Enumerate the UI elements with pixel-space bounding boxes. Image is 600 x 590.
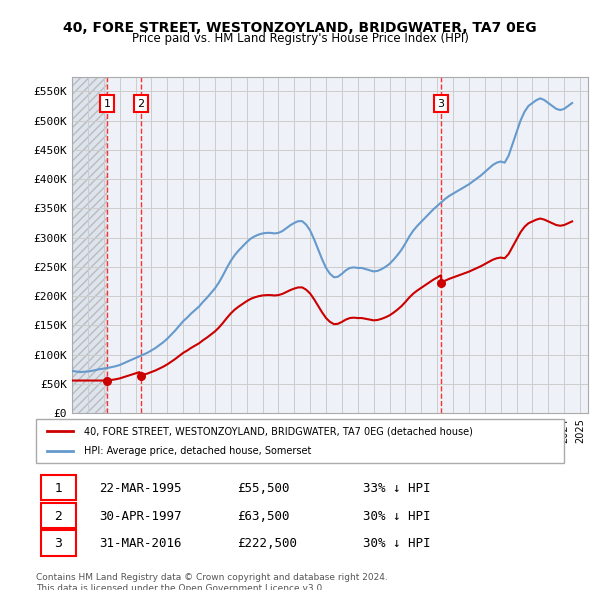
Bar bbox=[41, 503, 76, 528]
Text: 30% ↓ HPI: 30% ↓ HPI bbox=[364, 537, 431, 550]
Bar bbox=[41, 475, 76, 500]
Bar bbox=[41, 530, 76, 556]
Text: 30-APR-1997: 30-APR-1997 bbox=[100, 510, 182, 523]
Text: 1: 1 bbox=[104, 99, 111, 109]
Text: HPI: Average price, detached house, Somerset: HPI: Average price, detached house, Some… bbox=[83, 446, 311, 455]
Text: £222,500: £222,500 bbox=[236, 537, 296, 550]
Text: 2: 2 bbox=[137, 99, 145, 109]
Point bbox=[436, 278, 446, 287]
Text: 1: 1 bbox=[54, 482, 62, 495]
Text: 40, FORE STREET, WESTONZOYLAND, BRIDGWATER, TA7 0EG: 40, FORE STREET, WESTONZOYLAND, BRIDGWAT… bbox=[63, 21, 537, 35]
Text: £55,500: £55,500 bbox=[236, 482, 289, 495]
Text: Contains HM Land Registry data © Crown copyright and database right 2024.
This d: Contains HM Land Registry data © Crown c… bbox=[36, 573, 388, 590]
Point bbox=[136, 371, 146, 381]
Text: 3: 3 bbox=[54, 537, 62, 550]
Text: 3: 3 bbox=[437, 99, 445, 109]
Text: Price paid vs. HM Land Registry's House Price Index (HPI): Price paid vs. HM Land Registry's House … bbox=[131, 32, 469, 45]
Bar bbox=[72, 77, 107, 413]
Text: 33% ↓ HPI: 33% ↓ HPI bbox=[364, 482, 431, 495]
Text: 22-MAR-1995: 22-MAR-1995 bbox=[100, 482, 182, 495]
Text: 40, FORE STREET, WESTONZOYLAND, BRIDGWATER, TA7 0EG (detached house): 40, FORE STREET, WESTONZOYLAND, BRIDGWAT… bbox=[83, 427, 472, 436]
Text: 2: 2 bbox=[54, 510, 62, 523]
Text: £63,500: £63,500 bbox=[236, 510, 289, 523]
Text: 30% ↓ HPI: 30% ↓ HPI bbox=[364, 510, 431, 523]
Point bbox=[103, 376, 112, 385]
Text: 31-MAR-2016: 31-MAR-2016 bbox=[100, 537, 182, 550]
